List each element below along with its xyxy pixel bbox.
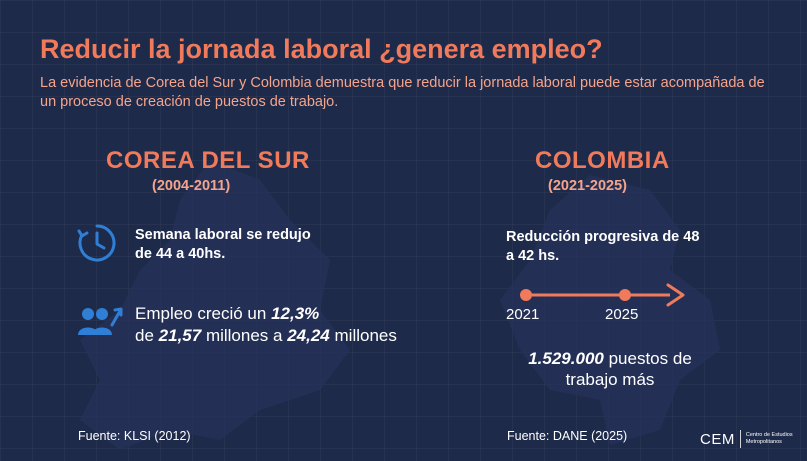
employment-suffix: millones [334,326,397,345]
colombia-heading: COLOMBIA [535,147,670,174]
logo-divider [739,430,741,448]
page-subtitle: La evidencia de Corea del Sur y Colombia… [40,75,765,110]
clock-icon [77,224,116,262]
logo-text: Centro de Estudios Metropolitanos [745,432,793,445]
colombia-reduction-text: Reducción progresiva de 48 a 42 hs. [506,229,700,264]
korea-week-text: Semana laboral se redujo de 44 a 40hs. [135,227,311,262]
employment-prefix: Empleo creció un [135,304,267,323]
jobs-text-2: trabajo más [565,370,655,389]
jobs-line-1: 1.529.000 puestos de [490,348,730,369]
colombia-source: Fuente: DANE (2025) [507,429,628,443]
korea-heading: COREA DEL SUR [106,147,310,174]
timeline-start-year: 2021 [506,306,540,323]
employment-line-2: de 21,57 millones a 24,24 millones [135,325,397,347]
employment-growth: 12,3% [271,304,320,323]
employment-from-value: 21,57 [158,326,202,345]
logo-mark: CEM [700,430,735,448]
korea-employment-text: Empleo creció un 12,3% de 21,57 millones… [135,303,397,347]
timeline-arrow-icon [520,283,685,307]
korea-source: Fuente: KLSI (2012) [78,429,191,443]
page-title: Reducir la jornada laboral ¿genera emple… [40,34,603,64]
colombia-period: (2021-2025) [548,178,627,194]
cem-logo: CEM Centro de Estudios Metropolitanos [700,430,794,448]
colombia-jobs-text: 1.529.000 puestos de trabajo más [490,348,730,390]
colombia-map-silhouette [500,175,720,445]
people-growth-icon [78,307,123,335]
timeline-end-year: 2025 [605,306,639,323]
employment-middle: millones a [205,326,283,345]
korea-map-silhouette [80,160,350,450]
jobs-value: 1.529.000 [528,349,604,368]
korea-period: (2004-2011) [152,178,231,194]
employment-to-value: 24,24 [287,326,330,345]
employment-from-prefix: de [135,326,154,345]
jobs-text-1: puestos de [608,349,692,368]
employment-line-1: Empleo creció un 12,3% [135,303,397,325]
